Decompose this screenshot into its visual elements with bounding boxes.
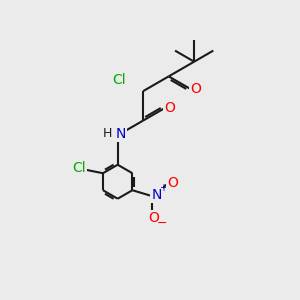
- Text: +: +: [159, 183, 167, 193]
- Text: Cl: Cl: [112, 73, 126, 87]
- Text: O: O: [165, 101, 176, 115]
- Text: −: −: [156, 217, 167, 230]
- Text: O: O: [148, 211, 159, 225]
- Text: O: O: [190, 82, 201, 96]
- Text: N: N: [116, 127, 126, 141]
- Text: H: H: [103, 127, 112, 140]
- Text: O: O: [167, 176, 178, 190]
- Text: N: N: [152, 188, 162, 202]
- Text: Cl: Cl: [72, 161, 86, 175]
